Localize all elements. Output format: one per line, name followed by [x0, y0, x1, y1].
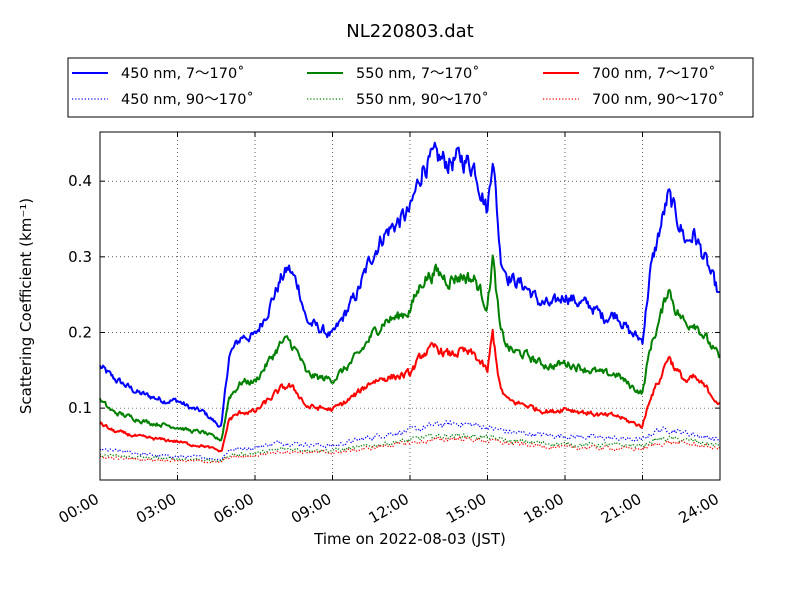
legend-label: 550 nm, 90～170˚ — [356, 91, 489, 108]
legend-label: 550 nm, 7～170˚ — [356, 65, 479, 82]
legend-label: 450 nm, 90～170˚ — [121, 91, 254, 108]
legend-label: 700 nm, 90～170˚ — [592, 91, 725, 108]
y-tick-label: 0.4 — [68, 172, 92, 190]
y-axis-label: Scattering Coefficient (km⁻¹) — [17, 198, 35, 414]
series-line — [99, 328, 721, 453]
legend-label: 450 nm, 7～170˚ — [121, 65, 244, 82]
y-tick-label: 0.3 — [68, 248, 92, 266]
x-axis-label: Time on 2022-08-03 (JST) — [313, 530, 506, 548]
chart-title: NL220803.dat — [346, 21, 473, 42]
legend: 450 nm, 7～170˚ 550 nm, 7～170˚ 700 nm, 7～17… — [67, 57, 754, 118]
y-axis: 0.1 0.2 0.3 0.4 — [68, 172, 720, 417]
series-line — [99, 254, 721, 442]
plot-lines — [99, 141, 721, 464]
y-tick-label: 0.1 — [68, 399, 92, 417]
series-line — [99, 420, 721, 462]
legend-label: 700 nm, 7～170˚ — [592, 65, 715, 82]
legend-frame — [67, 57, 754, 118]
series-line — [99, 141, 721, 428]
series-line — [99, 432, 721, 463]
series-line — [99, 435, 721, 464]
grid — [100, 132, 720, 480]
y-tick-label: 0.2 — [68, 323, 92, 341]
